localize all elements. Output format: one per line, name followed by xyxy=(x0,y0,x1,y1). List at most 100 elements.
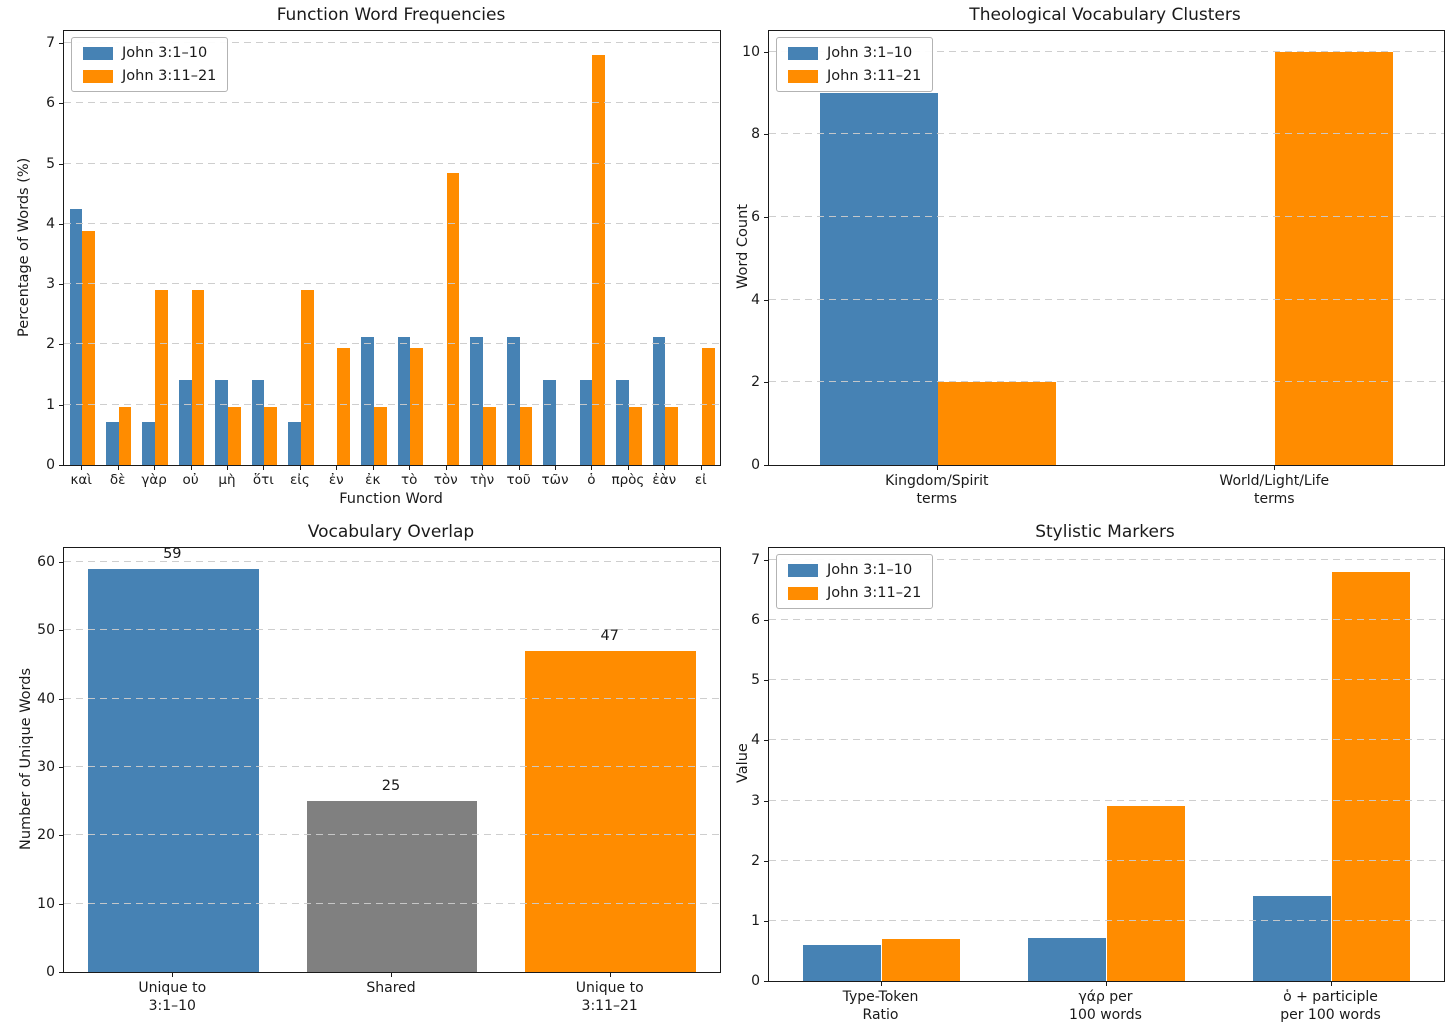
chart-title: Function Word Frequencies xyxy=(276,5,506,25)
y-tick-label: 1 xyxy=(46,396,55,413)
x-tick-label: τῶν xyxy=(541,472,569,488)
y-tick-mark xyxy=(764,299,768,301)
legend-label: John 3:11–21 xyxy=(827,585,922,601)
x-tick-mark xyxy=(154,466,156,470)
bar xyxy=(397,337,411,465)
y-tick-label: 3 xyxy=(751,792,760,809)
y-tick-label: 2 xyxy=(751,374,760,391)
bar-value-label: 25 xyxy=(381,778,401,794)
x-tick-label: εἰς xyxy=(289,472,310,488)
legend-item: John 3:11–21 xyxy=(788,68,921,84)
bar xyxy=(288,422,301,465)
y-tick-label: 4 xyxy=(751,732,760,749)
y-tick-mark xyxy=(59,972,63,973)
y-tick-label: 50 xyxy=(37,622,55,639)
gridline xyxy=(64,834,720,836)
chart-title: Vocabulary Overlap xyxy=(307,522,475,542)
x-tick-mark xyxy=(700,466,702,470)
bar xyxy=(337,348,351,465)
bar xyxy=(361,337,374,465)
x-tick-label: ἐὰν xyxy=(652,472,677,488)
y-tick-mark xyxy=(59,404,63,406)
bar xyxy=(525,650,696,972)
gridline xyxy=(64,283,720,285)
bar xyxy=(215,380,228,465)
plot-area-function-words: John 3:1–10 John 3:11–21 xyxy=(63,30,721,466)
legend: John 3:1–10 John 3:11–21 xyxy=(776,37,934,92)
bar xyxy=(446,172,460,465)
bar xyxy=(1275,51,1394,465)
x-tick-mark xyxy=(591,466,593,470)
y-tick-label: 0 xyxy=(751,457,760,473)
x-tick-label: Shared xyxy=(366,980,416,996)
x-tick-mark xyxy=(190,466,192,470)
x-tick-label: Kingdom/Spirit terms xyxy=(885,473,989,508)
y-tick-mark xyxy=(59,630,63,632)
bar xyxy=(88,568,259,972)
y-tick-label: 60 xyxy=(37,553,55,570)
bar xyxy=(616,380,629,465)
bar xyxy=(142,422,156,465)
bar xyxy=(506,337,520,465)
x-tick-label: ἐκ xyxy=(365,472,381,488)
y-tick-label: 7 xyxy=(751,552,760,568)
bar xyxy=(191,289,205,465)
bar xyxy=(178,380,192,465)
y-axis-label: Word Count xyxy=(735,204,751,290)
bar xyxy=(300,289,314,465)
legend-swatch xyxy=(83,46,113,60)
bar xyxy=(592,55,606,465)
bar xyxy=(228,406,241,465)
bar xyxy=(628,406,642,465)
x-tick-mark xyxy=(391,973,392,977)
y-tick-label: 0 xyxy=(751,973,760,989)
y-tick-label: 5 xyxy=(46,155,55,172)
legend-item: John 3:11–21 xyxy=(83,68,216,84)
y-tick-mark xyxy=(764,560,768,561)
y-tick-label: 40 xyxy=(37,690,55,707)
gridline xyxy=(64,765,720,767)
y-tick-mark xyxy=(764,800,768,802)
y-tick-mark xyxy=(59,223,63,225)
legend-swatch xyxy=(788,46,818,60)
y-tick-label: 3 xyxy=(46,276,55,293)
x-tick-label: τοῦ xyxy=(506,472,531,488)
x-tick-mark xyxy=(445,466,447,470)
bar xyxy=(105,422,119,465)
x-tick-mark xyxy=(117,466,119,470)
bar xyxy=(937,382,1056,465)
y-tick-label: 8 xyxy=(751,126,760,143)
bar xyxy=(118,406,132,465)
gridline xyxy=(769,619,1444,621)
gridline xyxy=(769,799,1444,801)
chart-title: Stylistic Markers xyxy=(1035,522,1175,542)
y-tick-label: 6 xyxy=(751,612,760,629)
x-tick-label: τὴν xyxy=(469,472,495,488)
y-tick-label: 30 xyxy=(37,758,55,775)
bar xyxy=(1252,896,1332,981)
plot-area-theological-clusters: John 3:1–10 John 3:11–21 xyxy=(768,30,1445,466)
y-tick-label: 20 xyxy=(37,827,55,844)
x-tick-label: οὐ xyxy=(182,472,199,488)
legend-label: John 3:1–10 xyxy=(827,562,913,578)
gridline xyxy=(769,216,1444,217)
y-tick-mark xyxy=(59,766,63,768)
x-tick-label: Type-Token Ratio xyxy=(842,989,919,1024)
bar xyxy=(1027,938,1107,981)
y-tick-mark xyxy=(764,51,768,53)
chart-title: Theological Vocabulary Clusters xyxy=(969,5,1241,25)
legend-label: John 3:1–10 xyxy=(122,45,208,61)
x-tick-mark xyxy=(1105,982,1107,986)
x-tick-mark xyxy=(609,973,611,977)
x-tick-label: τὸν xyxy=(433,472,458,488)
bar xyxy=(470,337,484,465)
y-tick-label: 4 xyxy=(46,215,55,232)
gridline xyxy=(769,679,1444,681)
bar-value-label: 47 xyxy=(600,627,619,644)
legend: John 3:1–10 John 3:11–21 xyxy=(71,37,229,92)
x-tick-label: εἰ xyxy=(694,472,707,488)
x-tick-mark xyxy=(172,973,174,977)
y-tick-label: 4 xyxy=(751,291,760,308)
bar xyxy=(69,209,83,465)
